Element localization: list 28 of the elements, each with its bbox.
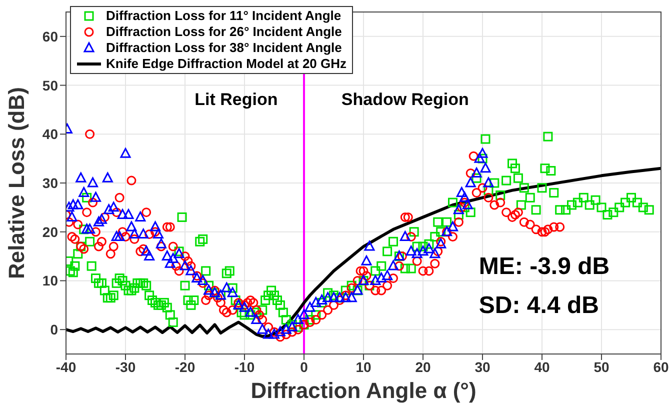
x-tick-label: -10 [234,358,255,375]
x-tick-label: 30 [474,358,490,375]
x-tick-label: -40 [56,358,76,375]
annotation: ME: -3.9 dB [478,252,610,280]
y-tick-label: 50 [42,77,58,94]
y-tick-label: 20 [42,224,58,240]
x-tick-label: -30 [115,358,136,375]
x-tick-label: 0 [300,358,308,375]
y-tick-label: 30 [42,174,58,191]
legend-label: Diffraction Loss for 11° Incident Angle [106,8,342,24]
x-tick-label: -20 [174,358,196,375]
annotation: SD: 4.4 dB [478,292,599,319]
legend-label: Diffraction Loss for 26° Incident Angle [106,24,342,40]
x-tick-label: 50 [594,358,610,375]
x-axis-title: Diffraction Angle α (°) [250,378,476,403]
y-axis-title: Relative Loss (dB) [4,87,29,279]
legend-label: Diffraction Loss for 38° Incident Angle [106,40,342,56]
x-tick-label: 10 [356,358,372,375]
x-tick-label: 40 [534,358,550,375]
y-tick-label: 10 [42,272,58,289]
annotation: Shadow Region [341,90,469,109]
legend-label: Knife Edge Diffraction Model at 20 GHz [106,56,347,72]
y-tick-label: 40 [42,126,58,142]
y-tick-label: 60 [42,28,58,44]
y-tick-label: 0 [50,322,58,338]
annotation: Lit Region [194,90,278,109]
x-tick-label: 60 [653,358,669,375]
x-tick-label: 20 [415,358,431,375]
